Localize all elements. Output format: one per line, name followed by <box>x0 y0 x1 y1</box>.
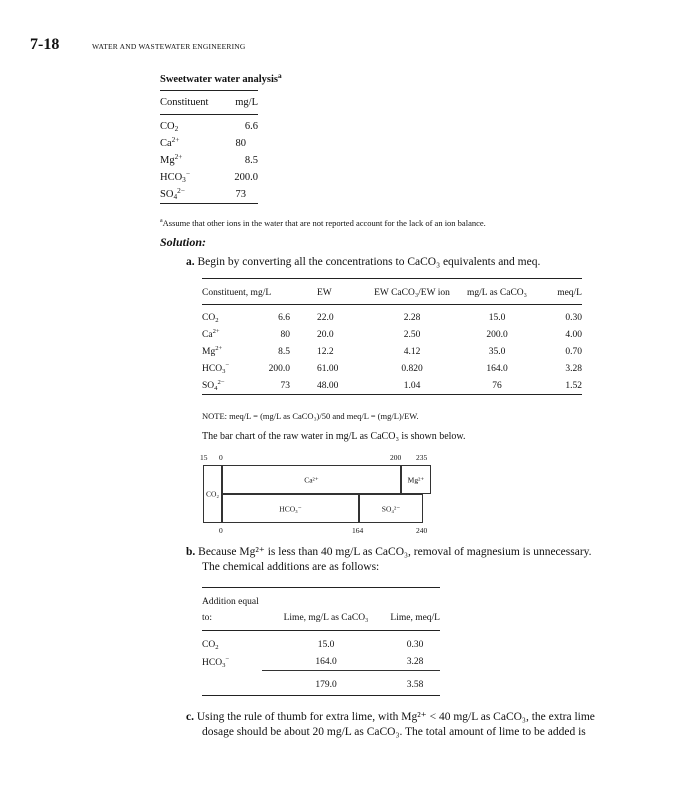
table-caption: Sweetwater water analysis <box>160 74 279 85</box>
tick-label: 0 <box>219 526 223 535</box>
table-row: Mg2+ 8.5 <box>160 152 258 166</box>
bar-hco3: HCO₃⁻ <box>222 494 359 523</box>
ion-formula: SO42− <box>160 186 185 201</box>
bar-label: HCO₃⁻ <box>279 504 302 513</box>
lime-table: Addition equal to: Lime, mg/L as CaCO₃ L… <box>202 587 440 700</box>
table-footnote: aAssume that other ions in the water tha… <box>160 218 486 228</box>
tick-label: 164 <box>352 526 364 535</box>
bar-chart-intro: The bar chart of the raw water in mg/L a… <box>202 431 466 442</box>
tick-label: 240 <box>416 526 428 535</box>
ion-formula: CO2 <box>160 121 179 133</box>
column-header: meq/L <box>557 288 582 298</box>
column-header: Lime, mg/L as CaCO₃ <box>283 613 369 623</box>
running-title: WATER AND WASTEWATER ENGINEERING <box>92 42 246 51</box>
total-lime-caco3: 179.0 <box>262 670 390 696</box>
bar-chart: 15 0 200 235 CO₂ Ca²⁺ Mg²⁺ HCO₃⁻ SO₄²⁻ 0… <box>200 449 440 535</box>
ion-formula: CO2 <box>202 313 219 324</box>
table-row: SO42− 73 48.00 1.04 76 1.52 <box>202 379 582 392</box>
column-header: EW CaCO₃/EW ion <box>374 288 450 298</box>
table-row: Mg2+ 8.5 12.2 4.12 35.0 0.70 <box>202 345 582 357</box>
table-row: SO42− 73 <box>160 186 246 201</box>
table-row: CO2 6.6 22.0 2.28 15.0 0.30 <box>202 313 582 324</box>
column-header: mg/L <box>235 97 258 108</box>
bar-label: Ca²⁺ <box>304 475 319 484</box>
bar-co2: CO₂ <box>203 465 222 523</box>
step-b: b. Because Mg²⁺ is less than 40 mg/L as … <box>186 546 592 573</box>
bar-so4: SO₄²⁻ <box>359 494 423 523</box>
table-row: HCO3− 164.0 3.28 <box>202 655 424 669</box>
solution-heading: Solution: <box>160 235 207 249</box>
ion-formula: Ca2+ <box>160 135 180 149</box>
footnote-mark: a <box>278 71 282 80</box>
ion-formula: Mg2+ <box>160 152 183 166</box>
table-row: HCO3− 200.0 <box>160 169 258 184</box>
ion-formula: Ca2+ <box>202 328 220 340</box>
table-row: Ca2+ 80 20.0 2.50 200.0 4.00 <box>202 328 582 340</box>
table-row: CO2 15.0 0.30 <box>202 640 424 651</box>
tick-label: 235 <box>416 453 428 462</box>
table-row: HCO3− 200.0 61.00 0.820 164.0 3.28 <box>202 362 582 375</box>
tick-label: 15 <box>200 453 208 462</box>
table-row: CO2 6.6 <box>160 121 258 133</box>
bar-mg: Mg²⁺ <box>401 465 431 494</box>
table-note: NOTE: meq/L = (mg/L as CaCO₃)/50 and meq… <box>202 411 419 421</box>
tick-label: 200 <box>390 453 402 462</box>
step-c: c. Using the rule of thumb for extra lim… <box>186 711 595 738</box>
bar-label: CO₂ <box>205 489 220 499</box>
page-number: 7-18 <box>30 36 60 53</box>
column-header: Lime, meq/L <box>390 613 440 623</box>
conversion-table: Constituent, mg/L EW EW CaCO₃/EW ion mg/… <box>202 278 582 401</box>
column-header: Constituent, mg/L <box>202 288 272 298</box>
ion-formula: CO2 <box>202 640 219 651</box>
column-header: Addition equal to: <box>202 597 259 623</box>
column-header: mg/L as CaCO₃ <box>467 288 527 298</box>
analysis-table: Sweetwater water analysisa Constituent mg… <box>160 72 282 208</box>
ion-formula: Mg2+ <box>202 345 223 357</box>
step-a: a. Begin by converting all the concentra… <box>186 256 541 268</box>
ion-formula: HCO3− <box>202 362 230 375</box>
table-row: Ca2+ 80 <box>160 135 246 149</box>
bar-label: Mg²⁺ <box>407 475 425 484</box>
tick-label: 0 <box>219 453 223 462</box>
bar-label: SO₄²⁻ <box>381 504 401 513</box>
ion-formula: HCO3− <box>160 169 190 184</box>
ion-formula: HCO3− <box>202 655 230 669</box>
ion-formula: SO42− <box>202 379 225 392</box>
column-header: Constituent <box>160 97 209 108</box>
bar-ca: Ca²⁺ <box>222 465 401 494</box>
column-header: EW <box>317 288 332 298</box>
total-lime-meq: 3.58 <box>390 670 440 696</box>
